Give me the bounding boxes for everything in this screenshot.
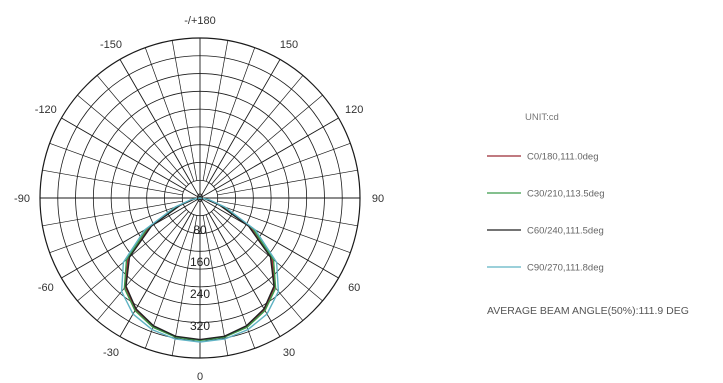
angle-tick-label: -30 xyxy=(103,347,119,359)
average-beam-angle-label: AVERAGE BEAM ANGLE(50%):111.9 DEG xyxy=(487,305,689,317)
radial-tick-label: 320 xyxy=(190,319,210,333)
grid-spoke-center xyxy=(199,197,210,214)
grid-spoke-center xyxy=(199,182,210,199)
grid-spoke-center xyxy=(184,188,201,199)
grid-spoke-center xyxy=(184,197,201,208)
grid-spoke xyxy=(96,75,189,185)
grid-spoke xyxy=(171,215,198,356)
legend-label: C60/240,111.5deg xyxy=(527,226,604,237)
grid-spoke xyxy=(211,211,304,321)
legend-label: C90/270,111.8deg xyxy=(527,263,604,274)
grid-spoke xyxy=(49,142,184,193)
grid-spoke xyxy=(202,40,229,181)
grid-spoke xyxy=(49,203,184,254)
angle-tick-label: 0 xyxy=(197,371,203,383)
legend-label: C30/210,113.5deg xyxy=(527,189,604,200)
angle-tick-label: -120 xyxy=(35,104,57,116)
grid-spoke xyxy=(208,213,281,337)
unit-label: UNIT:cd xyxy=(525,112,559,123)
angle-tick-label: -/+180 xyxy=(184,15,216,27)
grid-spoke-center xyxy=(190,182,201,199)
grid-spoke xyxy=(215,117,339,190)
polar-labels: -/+180 -150 150 -120 120 -90 90 -60 60 -30 30 0 0 80 1… xyxy=(14,15,384,383)
grid-spoke xyxy=(171,40,198,181)
grid-spoke xyxy=(213,209,323,302)
grid-spoke xyxy=(119,213,192,337)
grid-spoke xyxy=(144,47,195,182)
grid-spoke-center xyxy=(199,197,216,208)
radial-tick-label: 240 xyxy=(190,287,210,301)
radial-tick-label: 160 xyxy=(190,255,210,269)
angle-tick-label: -150 xyxy=(100,39,122,51)
legend-label: C0/180,111.0deg xyxy=(527,152,599,163)
grid-spoke xyxy=(77,209,187,302)
grid-spoke xyxy=(205,47,256,182)
polar-grid xyxy=(39,37,361,359)
angle-tick-label: 150 xyxy=(280,39,298,51)
grid-spoke xyxy=(217,200,358,227)
grid-spoke xyxy=(202,215,229,356)
angle-tick-label: 60 xyxy=(348,282,360,294)
series-curve xyxy=(120,197,280,343)
grid-spoke xyxy=(211,75,304,185)
grid-spoke xyxy=(119,59,192,183)
legend: UNIT:cd C0/180,111.0deg C30/210,113.5deg C… xyxy=(487,112,604,274)
grid-spoke xyxy=(42,200,183,227)
series-curves xyxy=(120,197,280,343)
grid-spoke xyxy=(215,206,339,279)
grid-spoke xyxy=(213,94,323,187)
grid-spoke xyxy=(216,203,351,254)
grid-spoke xyxy=(208,59,281,183)
grid-spoke-center xyxy=(190,197,201,214)
grid-spoke-center xyxy=(199,188,216,199)
angle-tick-label: -90 xyxy=(14,193,30,205)
angle-tick-label: 30 xyxy=(283,347,295,359)
radial-tick-label: 0 xyxy=(197,191,204,205)
angle-tick-label: 120 xyxy=(345,104,363,116)
grid-spoke xyxy=(77,94,187,187)
grid-spoke xyxy=(61,117,185,190)
radial-tick-label: 80 xyxy=(193,223,207,237)
grid-spoke xyxy=(216,142,351,193)
grid-spoke xyxy=(217,169,358,196)
angle-tick-label: -60 xyxy=(38,282,54,294)
angle-tick-label: 90 xyxy=(372,193,384,205)
grid-spoke xyxy=(61,206,185,279)
series-curve xyxy=(125,197,275,341)
grid-spoke xyxy=(42,169,183,196)
grid-spoke xyxy=(96,211,189,321)
